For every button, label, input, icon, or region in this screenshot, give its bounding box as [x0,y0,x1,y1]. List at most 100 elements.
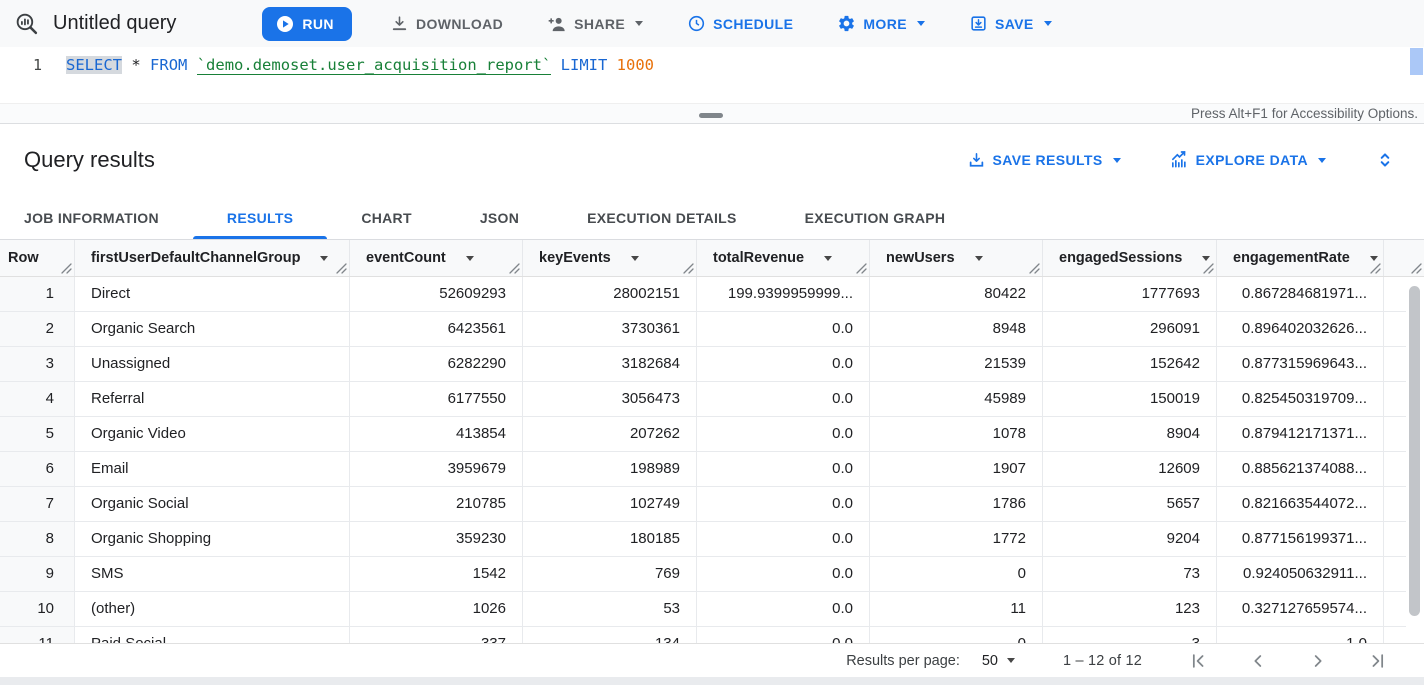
column-menu-caret-icon[interactable] [320,255,329,261]
share-button[interactable]: SHARE [537,7,653,41]
row-number-cell: 5 [0,417,75,451]
pagination-bar: Results per page: 50 1 – 12 of 12 [0,643,1424,677]
data-cell: 0 [870,627,1043,643]
data-cell: 3182684 [523,347,697,381]
download-button[interactable]: DOWNLOAD [380,7,513,41]
column-resize-grip-icon[interactable] [1370,263,1381,274]
query-toolbar: Untitled query RUN DOWNLOAD SHARE SCHEDU… [0,0,1424,47]
unfold-chevrons-icon [1374,149,1396,171]
data-cell: 180185 [523,522,697,556]
row-number-cell: 6 [0,452,75,486]
data-cell: 152642 [1043,347,1217,381]
sql-keyword-limit: LIMIT [560,56,608,74]
bottom-scrollbar-track[interactable] [0,677,1424,685]
results-table: Row firstUserDefaultChannelGroup eventCoun… [0,240,1424,643]
chevron-down-icon [1112,157,1121,163]
schedule-button[interactable]: SCHEDULE [677,7,803,41]
share-label: SHARE [574,15,626,32]
sql-table-reference-link[interactable]: `demo.demoset.user_acquisition_report` [196,56,552,75]
column-menu-caret-icon[interactable] [465,255,474,261]
data-cell: 207262 [523,417,697,451]
column-header-engagementrate: engagementRate [1217,240,1384,276]
table-scrollbar-thumb[interactable] [1409,286,1420,616]
column-resize-grip-icon[interactable] [1411,263,1422,274]
data-cell: 134 [523,627,697,643]
column-menu-caret-icon[interactable] [630,255,639,261]
splitter-drag-handle[interactable] [699,113,723,118]
first-page-button[interactable] [1188,651,1208,671]
data-cell: 337 [350,627,523,643]
next-page-button[interactable] [1308,651,1328,671]
row-number-cell: 10 [0,592,75,626]
tab-job-information[interactable]: JOB INFORMATION [24,209,159,226]
data-cell: 413854 [350,417,523,451]
column-menu-caret-icon[interactable] [824,255,833,261]
column-resize-grip-icon[interactable] [683,263,694,274]
column-menu-caret-icon[interactable] [1202,255,1211,261]
data-cell: 0.924050632911... [1217,557,1384,591]
row-number-cell: 8 [0,522,75,556]
table-row: 1 Direct 52609293 28002151 199.9399959999...… [0,277,1424,312]
column-resize-grip-icon[interactable] [61,263,72,274]
previous-page-button[interactable] [1248,651,1268,671]
tab-execution-details[interactable]: EXECUTION DETAILS [587,209,737,226]
data-cell: 6177550 [350,382,523,416]
column-resize-grip-icon[interactable] [1203,263,1214,274]
data-cell: 5657 [1043,487,1217,521]
query-title[interactable]: Untitled query [53,12,177,34]
column-label: engagementRate [1233,250,1350,266]
page-size-select[interactable]: 50 [982,653,1015,669]
tab-results[interactable]: RESULTS [192,196,328,239]
table-body: 1 Direct 52609293 28002151 199.9399959999...… [0,277,1424,643]
data-cell: 53 [523,592,697,626]
sql-star: * [131,56,141,74]
data-cell: 198989 [523,452,697,486]
save-download-icon [967,151,986,170]
data-cell: 1078 [870,417,1043,451]
column-menu-caret-icon[interactable] [974,255,983,261]
sql-code-line[interactable]: SELECT * FROM `demo.demoset.user_acquisi… [56,47,654,103]
table-row: 8 Organic Shopping 359230 180185 0.0 1772 9204… [0,522,1424,557]
save-results-button[interactable]: SAVE RESULTS [967,143,1121,177]
more-button[interactable]: MORE [827,7,935,41]
save-label: SAVE [994,15,1034,32]
table-header-row: Row firstUserDefaultChannelGroup eventCoun… [0,240,1424,277]
column-resize-grip-icon[interactable] [856,263,867,274]
tab-json[interactable]: JSON [479,209,520,226]
data-cell: 21539 [870,347,1043,381]
column-menu-caret-icon[interactable] [1369,255,1378,261]
data-cell: 0.0 [697,312,870,346]
column-label: Row [8,250,39,266]
download-icon [390,14,409,33]
tab-execution-graph[interactable]: EXECUTION GRAPH [804,209,946,226]
row-number-cell: 4 [0,382,75,416]
column-label: totalRevenue [713,250,805,266]
table-row: 2 Organic Search 6423561 3730361 0.0 8948 2960… [0,312,1424,347]
column-label: newUsers [886,250,955,266]
expand-collapse-results-button[interactable] [1374,149,1396,171]
data-cell: SMS [75,557,350,591]
chevron-down-icon [916,21,925,26]
data-cell: 199.9399959999... [697,277,870,311]
data-cell: 0.0 [697,452,870,486]
editor-scrollbar[interactable] [1409,47,1424,103]
data-cell: Organic Video [75,417,350,451]
editor-scrollbar-thumb[interactable] [1410,48,1423,75]
data-cell: 123 [1043,592,1217,626]
explore-data-button[interactable]: EXPLORE DATA [1169,143,1326,177]
sql-editor[interactable]: 1 SELECT * FROM `demo.demoset.user_acqui… [0,47,1424,103]
run-button[interactable]: RUN [262,6,352,41]
data-cell: 1907 [870,452,1043,486]
column-resize-grip-icon[interactable] [1029,263,1040,274]
column-resize-grip-icon[interactable] [336,263,347,274]
chevron-down-icon [1318,157,1326,163]
tab-chart[interactable]: CHART [361,209,412,226]
last-page-button[interactable] [1368,651,1388,671]
save-button[interactable]: SAVE [959,7,1062,41]
table-scrollbar[interactable] [1406,278,1424,643]
data-cell: 28002151 [523,277,697,311]
data-cell: 3730361 [523,312,697,346]
data-cell: Organic Social [75,487,350,521]
column-header-row: Row [0,240,75,276]
column-resize-grip-icon[interactable] [509,263,520,274]
